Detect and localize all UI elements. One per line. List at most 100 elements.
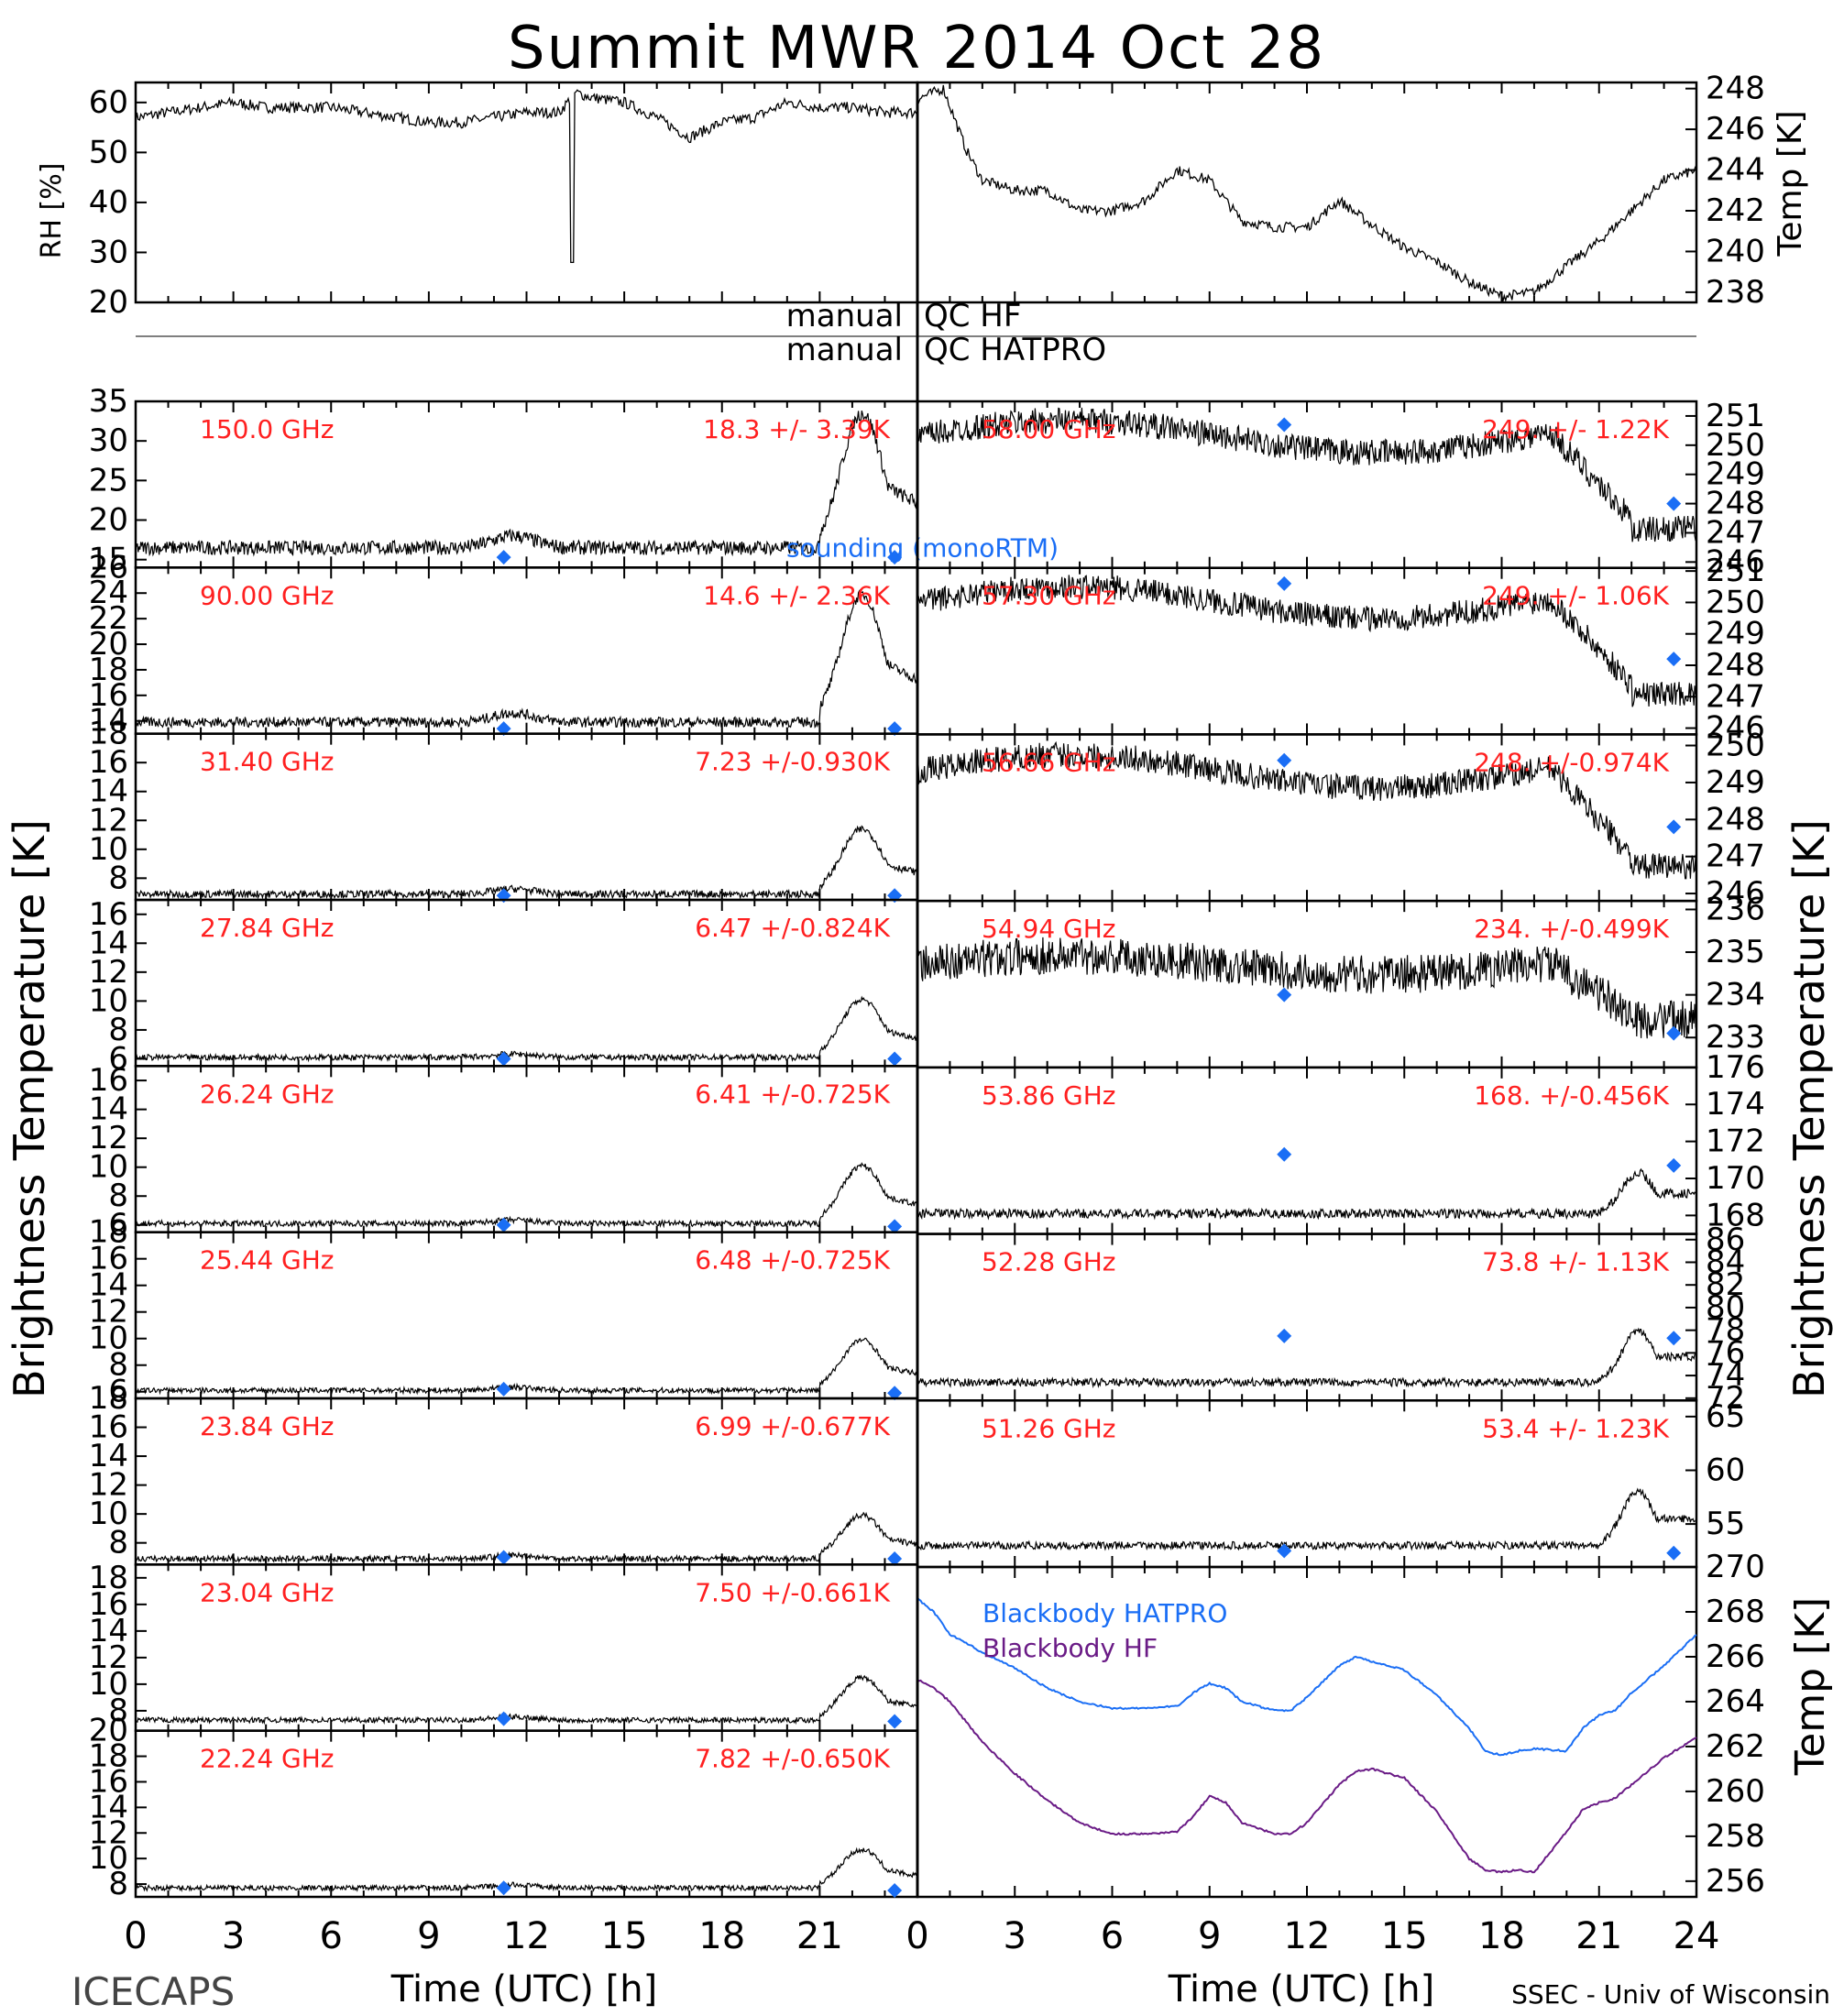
y-tick-label: 20 [89, 284, 128, 321]
y-tick-label: 10 [89, 1320, 128, 1357]
channel-series [916, 937, 1697, 1039]
channel-frequency-label: 22.24 GHz [200, 1744, 335, 1774]
qc-hf-manual-label: manual [786, 298, 903, 334]
y-tick-label: 248 [1706, 801, 1765, 838]
y-tick-label: 8 [108, 1178, 128, 1214]
channel-frequency-label: 26.24 GHz [200, 1079, 335, 1109]
channel-frequency-label: 51.26 GHz [982, 1413, 1116, 1443]
channel-frequency-label: 57.30 GHz [982, 581, 1116, 611]
sounding-point [1666, 652, 1682, 667]
y-tick-label: 35 [89, 383, 128, 420]
channel-stat-label: 14.6 +/- 2.36K [703, 580, 890, 610]
channel-frequency-label: 90.00 GHz [200, 580, 335, 610]
y-tick-label: 12 [89, 1814, 128, 1851]
y-tick-label: 14 [89, 1438, 128, 1474]
y-tick-label: 6 [108, 1040, 128, 1077]
y-tick-label: 242 [1706, 192, 1765, 229]
sounding-point [887, 1219, 903, 1234]
y-tick-label: 14 [89, 1091, 128, 1128]
channel-series [916, 407, 1697, 542]
y-tick-label: 247 [1706, 514, 1765, 551]
sounding-point [887, 1714, 903, 1729]
sounding-point [887, 550, 903, 565]
qc-hf-label: QC HF [924, 298, 1021, 334]
sounding-point [496, 1381, 511, 1397]
blackbody-hatpro-series [916, 1597, 1697, 1757]
time-tick-label: 0 [124, 1915, 147, 1957]
y-tick-label: 78 [1706, 1312, 1745, 1349]
y-tick-label: 12 [89, 802, 128, 838]
channel-stat-label: 18.3 +/- 3.39K [703, 414, 890, 444]
y-tick-label: 250 [1706, 728, 1765, 764]
sounding-point [1666, 819, 1682, 835]
y-tick-label: 72 [1706, 1380, 1745, 1417]
y-tick-label: 251 [1706, 398, 1765, 434]
y-tick-label: 236 [1706, 891, 1765, 927]
time-tick-label: 24 [1674, 1915, 1720, 1957]
y-tick-label: 20 [89, 626, 128, 663]
y-tick-label: 246 [1706, 710, 1765, 747]
y-tick-label: 249 [1706, 456, 1765, 493]
time-tick-label: 0 [906, 1915, 928, 1957]
surface-temp-series [916, 84, 1697, 303]
channel-series [135, 411, 918, 557]
rh-axis-label: RH [%] [36, 163, 68, 259]
y-tick-label: 10 [89, 1149, 128, 1186]
y-tick-label: 246 [1706, 875, 1765, 912]
channel-stat-label: 248. +/-0.974K [1474, 747, 1669, 777]
channel-frequency-label: 53.86 GHz [982, 1080, 1116, 1111]
sounding-point [887, 1051, 903, 1067]
channel-stat-label: 6.41 +/-0.725K [695, 1079, 890, 1109]
channel-series [916, 575, 1697, 707]
time-tick-label: 3 [1004, 1915, 1026, 1957]
y-tick-label: 30 [89, 234, 128, 270]
y-tick-label: 14 [89, 773, 128, 810]
y-tick-label: 20 [89, 1713, 128, 1749]
y-tick-label: 22 [89, 600, 128, 637]
right-bt-axis-label: Brightness Temperature [K] [1784, 819, 1833, 1398]
y-tick-label: 262 [1706, 1728, 1765, 1765]
y-tick-label: 264 [1706, 1683, 1765, 1720]
chart-title: Summit MWR 2014 Oct 28 [508, 15, 1325, 82]
channel-series [916, 1327, 1697, 1389]
y-tick-label: 80 [1706, 1289, 1745, 1326]
y-tick-label: 12 [89, 1639, 128, 1676]
sounding-point [887, 1386, 903, 1401]
sounding-point [1277, 1543, 1292, 1559]
y-tick-label: 258 [1706, 1818, 1765, 1855]
y-tick-label: 18 [89, 1380, 128, 1417]
y-tick-label: 248 [1706, 71, 1765, 107]
y-tick-label: 250 [1706, 584, 1765, 620]
channel-frequency-label: 25.44 GHz [200, 1245, 335, 1276]
legend-hf: Blackbody HF [982, 1633, 1158, 1663]
channel-series [916, 1167, 1697, 1221]
y-tick-label: 18 [89, 716, 128, 752]
channel-frequency-label: 23.84 GHz [200, 1411, 335, 1441]
blackbody-panel: 256 258 260 262 264 266 268 270 Blackbody HATPRO… [916, 1549, 1765, 1900]
time-tick-label: 15 [601, 1915, 648, 1957]
y-tick-label: 238 [1706, 274, 1765, 311]
y-tick-label: 8 [108, 1866, 128, 1902]
y-tick-label: 12 [89, 954, 128, 991]
sounding-legend: sounding (monoRTM) [786, 532, 1059, 563]
time-tick-label: 6 [320, 1915, 343, 1957]
channel-stat-label: 234. +/-0.499K [1474, 914, 1669, 944]
channel-series [135, 995, 918, 1063]
y-tick-label: 10 [89, 982, 128, 1019]
y-tick-label: 172 [1706, 1123, 1765, 1160]
sounding-point [1277, 417, 1292, 433]
sounding-point [887, 1883, 903, 1899]
right-channel-panel: 233 234 235 236 54.94 GHz 234. +/-0.499K [916, 891, 1765, 1069]
time-tick-label: 12 [503, 1915, 550, 1957]
y-tick-label: 8 [108, 1693, 128, 1729]
sounding-point [1277, 575, 1292, 591]
y-tick-label: 16 [89, 677, 128, 714]
y-tick-label: 248 [1706, 647, 1765, 684]
channel-frequency-label: 56.66 GHz [982, 747, 1116, 777]
channel-stat-label: 53.4 +/- 1.23K [1482, 1413, 1669, 1443]
y-tick-label: 16 [89, 1586, 128, 1623]
y-tick-label: 8 [108, 1012, 128, 1048]
y-tick-label: 20 [89, 502, 128, 539]
channel-frequency-label: 52.28 GHz [982, 1247, 1116, 1277]
